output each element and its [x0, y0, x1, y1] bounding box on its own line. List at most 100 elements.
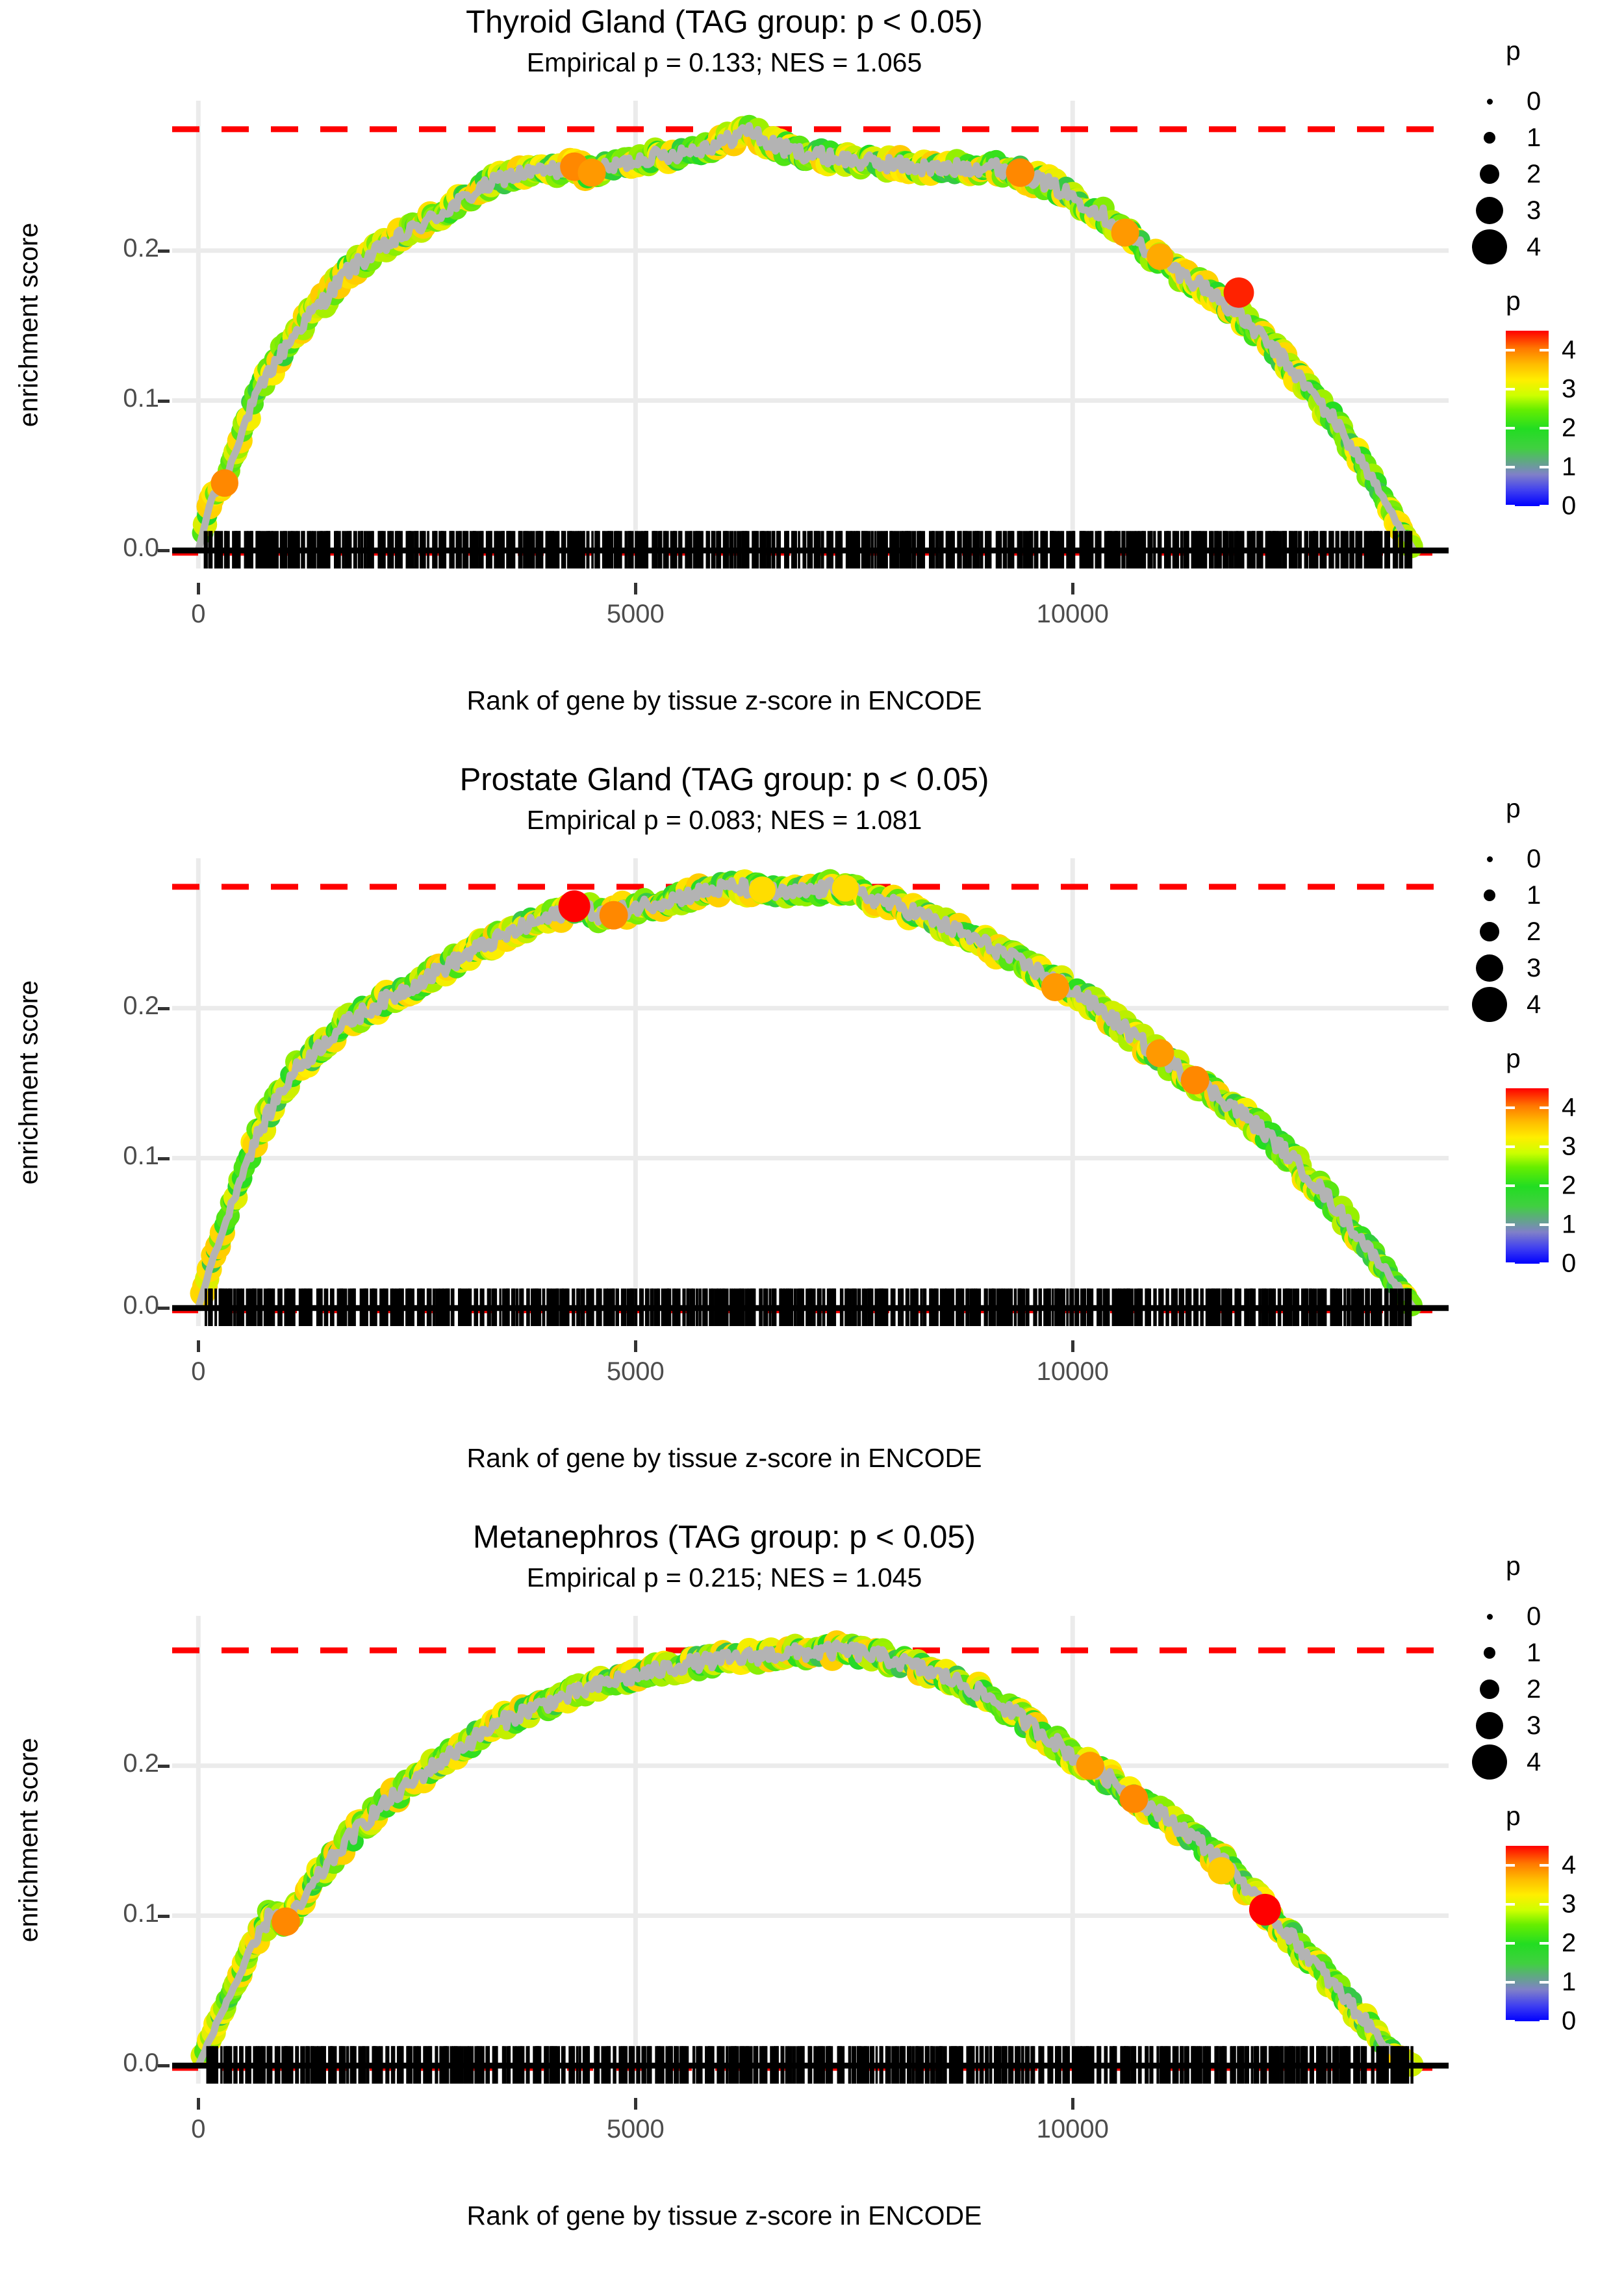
colorbar-tick	[1506, 1184, 1515, 1187]
significant-gene-point	[272, 1907, 300, 1936]
colorbar-tick	[1506, 1106, 1515, 1109]
panel-subtitle: Empirical p = 0.083; NES = 1.081	[526, 805, 922, 835]
plot-area	[172, 1616, 1449, 2084]
significant-gene-points	[558, 875, 1210, 1095]
significant-gene-point	[1006, 158, 1035, 187]
size-legend-item: 0	[1462, 841, 1624, 877]
size-legend-dot-icon	[1484, 132, 1495, 144]
size-legend-item: 0	[1462, 83, 1624, 120]
significant-gene-point	[1076, 1752, 1104, 1780]
size-legend-dot-icon	[1480, 1680, 1499, 1699]
colorbar-label: 0	[1562, 2006, 1577, 2036]
enrichment-panel: Thyroid Gland (TAG group: p < 0.05) Empir…	[0, 0, 1624, 758]
color-legend: p 4 3 2 1 0	[1462, 1801, 1624, 2036]
x-axis-label: Rank of gene by tissue z-score in ENCODE	[466, 1443, 982, 1473]
y-axis-label: enrichment score	[9, 1606, 48, 2074]
y-tick-mark	[158, 399, 170, 403]
size-legend-label: 4	[1527, 232, 1542, 261]
size-legend-dot-cell	[1462, 1647, 1517, 1659]
size-legend-label: 0	[1527, 844, 1542, 873]
colorbar-wrap: 4 3 2 1 0	[1506, 331, 1576, 520]
significant-gene-point	[748, 876, 776, 903]
size-legend-item: 1	[1462, 877, 1624, 913]
plot-svg	[172, 101, 1449, 568]
size-legend-item: 2	[1462, 156, 1624, 192]
size-legend-dot-icon	[1484, 889, 1495, 901]
size-legend-label: 1	[1527, 1638, 1542, 1667]
size-legend-dot-icon	[1486, 1613, 1493, 1620]
size-legend-dot-icon	[1476, 954, 1503, 982]
size-legend-dot-cell	[1462, 164, 1517, 184]
colorbar-label: 3	[1562, 1889, 1577, 1919]
size-legend-dot-cell	[1462, 1680, 1517, 1699]
colorbar-tick	[1506, 1942, 1515, 1945]
colorbar-tick	[1540, 1145, 1549, 1148]
size-legend-dot-cell	[1462, 1712, 1517, 1739]
y-axis-label: enrichment score	[9, 91, 48, 559]
colorbar-tick	[1506, 427, 1515, 429]
x-axis-label: Rank of gene by tissue z-score in ENCODE	[466, 2201, 982, 2230]
x-tick-mark	[1071, 583, 1075, 594]
enrichment-panel: Metanephros (TAG group: p < 0.05) Empiric…	[0, 1515, 1624, 2273]
y-tick-mark	[158, 1156, 170, 1160]
y-tick-label: 0.1	[123, 383, 159, 413]
size-legend-dot-cell	[1462, 954, 1517, 982]
size-legend-item: 0	[1462, 1598, 1624, 1635]
colorbar-label: 2	[1562, 1171, 1577, 1200]
colorbar-wrap: 4 3 2 1 0	[1506, 1088, 1576, 1278]
colorbar-tick	[1540, 1262, 1549, 1265]
color-legend-title: p	[1506, 1801, 1521, 1831]
panel-subtitle: Empirical p = 0.215; NES = 1.045	[526, 1563, 922, 1592]
colorbar-label: 2	[1562, 1928, 1577, 1958]
plot-svg	[172, 1616, 1449, 2084]
significant-gene-point	[599, 901, 628, 930]
size-legend-item: 3	[1462, 192, 1624, 229]
significant-gene-point	[1208, 1857, 1235, 1885]
x-tick-label: 10000	[1036, 600, 1109, 628]
y-tick-label: 0.2	[123, 991, 159, 1020]
x-tick-mark	[1071, 1340, 1075, 1352]
significant-gene-point	[1223, 277, 1254, 308]
size-legend-item: 1	[1462, 1635, 1624, 1671]
size-legend-dot-icon	[1480, 164, 1499, 184]
x-tick-mark	[197, 583, 201, 594]
size-legend-dot-cell	[1462, 132, 1517, 144]
size-legend-dot-icon	[1484, 1647, 1495, 1659]
significant-gene-point	[1041, 973, 1069, 1002]
x-tick-label: 5000	[606, 2115, 665, 2143]
size-legend-dot-icon	[1476, 1712, 1503, 1739]
x-tick-mark	[634, 2098, 638, 2110]
size-legend-label: 4	[1527, 990, 1542, 1019]
size-legend-dot-cell	[1462, 856, 1517, 862]
x-tick-label: 5000	[606, 1357, 665, 1386]
x-tick-mark	[197, 1340, 201, 1352]
x-axis-label: Rank of gene by tissue z-score in ENCODE	[466, 685, 982, 715]
size-legend-label: 1	[1527, 123, 1542, 152]
colorbar-label: 4	[1562, 335, 1577, 364]
colorbar-tick	[1506, 1262, 1515, 1265]
size-legend-item: 1	[1462, 120, 1624, 156]
significant-gene-points	[210, 152, 1254, 497]
colorbar-label: 2	[1562, 413, 1577, 442]
size-legend-item: 3	[1462, 950, 1624, 986]
x-tick-mark	[634, 1340, 638, 1352]
colorbar-label: 4	[1562, 1850, 1577, 1880]
size-legend-item: 2	[1462, 1671, 1624, 1707]
colorbar-tick	[1506, 388, 1515, 390]
x-tick-label: 10000	[1036, 1357, 1109, 1386]
y-tick-label: 0.2	[123, 233, 159, 262]
enrichment-panel: Prostate Gland (TAG group: p < 0.05) Empi…	[0, 758, 1624, 1515]
colorbar-tick	[1506, 1864, 1515, 1867]
x-tick-label: 10000	[1036, 2115, 1109, 2143]
size-legend-label: 4	[1527, 1747, 1542, 1776]
size-legend-item: 4	[1462, 986, 1624, 1023]
color-legend-title: p	[1506, 286, 1521, 316]
colorbar-tick	[1540, 1981, 1549, 1984]
size-legend-title: p	[1506, 1551, 1521, 1581]
y-tick-mark	[158, 549, 170, 553]
colorbar-tick	[1540, 466, 1549, 468]
colorbar-tick	[1506, 1145, 1515, 1148]
colorbar-tick	[1540, 2020, 1549, 2023]
